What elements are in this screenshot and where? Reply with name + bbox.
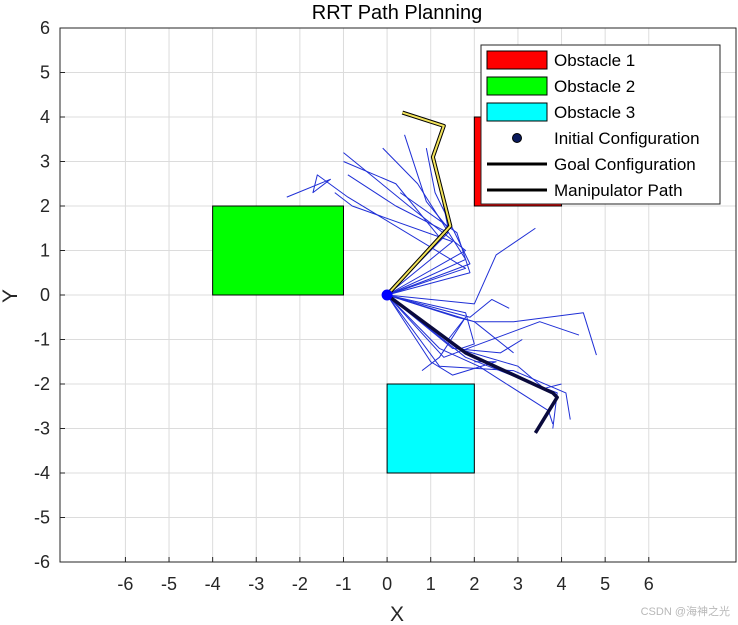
legend-initial-configuration-swatch	[512, 133, 522, 143]
initial-configuration-marker	[381, 289, 393, 301]
y-tick-label: -5	[34, 508, 50, 528]
x-tick-label: 5	[600, 574, 610, 594]
y-tick-label: -3	[34, 419, 50, 439]
y-tick-label: -2	[34, 374, 50, 394]
axis-ticks: -6 -5 -4 -3 -2 -1 0 1 2 3 4 5 6 -6 -5 -4 -3 -2 -1 0 1 2 3 4 5 6	[34, 18, 654, 594]
x-tick-label: -1	[335, 574, 351, 594]
legend-entry-label: Manipulator Path	[554, 181, 683, 200]
x-tick-label: 6	[644, 574, 654, 594]
legend-entry-label: Obstacle 2	[554, 77, 635, 96]
x-tick-label: -3	[248, 574, 264, 594]
y-axis-label: Y	[0, 289, 22, 303]
legend-obstacle-1-swatch	[486, 50, 548, 70]
tree-branch-23	[386, 294, 475, 349]
goal-configuration-line	[386, 111, 452, 296]
tree-branch-19	[386, 294, 554, 425]
y-tick-label: 3	[40, 152, 50, 172]
manipulator-path-line	[386, 293, 559, 434]
x-tick-label: 3	[513, 574, 523, 594]
legend: Obstacle 1 Obstacle 2 Obstacle 3 Initial Co…	[480, 44, 721, 205]
tree-branch-11	[387, 227, 536, 305]
tree-branch-21	[386, 294, 514, 354]
obstacle-2	[212, 205, 344, 296]
tree-branch-12	[386, 294, 510, 318]
x-tick-label: 1	[426, 574, 436, 594]
tree-branch-13	[386, 294, 597, 356]
legend-entry-label: Initial Configuration	[554, 129, 700, 148]
tree-branch-9	[286, 174, 467, 296]
x-tick-label: 2	[469, 574, 479, 594]
legend-obstacle-2-swatch	[486, 76, 548, 96]
tree-branch-4	[334, 192, 454, 296]
y-tick-label: 0	[40, 285, 50, 305]
tree-branch-10	[386, 192, 471, 296]
y-tick-label: -4	[34, 463, 50, 483]
y-tick-label: -6	[34, 552, 50, 572]
legend-entry-label: Obstacle 3	[554, 103, 635, 122]
legend-obstacle-3-swatch	[486, 102, 548, 122]
y-tick-label: -1	[34, 330, 50, 350]
y-tick-label: 1	[40, 241, 50, 261]
x-tick-label: -2	[292, 574, 308, 594]
tree-branch-14	[386, 294, 580, 358]
x-tick-label: 4	[557, 574, 567, 594]
tree-branch-15	[386, 294, 523, 354]
y-tick-label: 5	[40, 63, 50, 83]
obstacle-3	[386, 383, 475, 474]
y-tick-label: 2	[40, 196, 50, 216]
y-tick-label: 6	[40, 18, 50, 38]
chart-title: RRT Path Planning	[312, 2, 482, 24]
legend-box	[480, 44, 721, 205]
tree-branch-7	[343, 152, 467, 296]
x-tick-label: -6	[117, 574, 133, 594]
configuration-paths	[381, 110, 559, 434]
watermark-text: CSDN @海神之光	[640, 606, 730, 618]
legend-entry-label: Obstacle 1	[554, 51, 635, 70]
x-axis-label: X	[390, 603, 404, 625]
x-tick-label: -5	[161, 574, 177, 594]
legend-entry-label: Goal Configuration	[554, 155, 696, 174]
tree-branch-8	[386, 148, 471, 296]
y-tick-label: 4	[40, 107, 50, 127]
x-tick-label: 0	[382, 574, 392, 594]
x-tick-label: -4	[205, 574, 221, 594]
tree-branch-17	[386, 294, 571, 420]
